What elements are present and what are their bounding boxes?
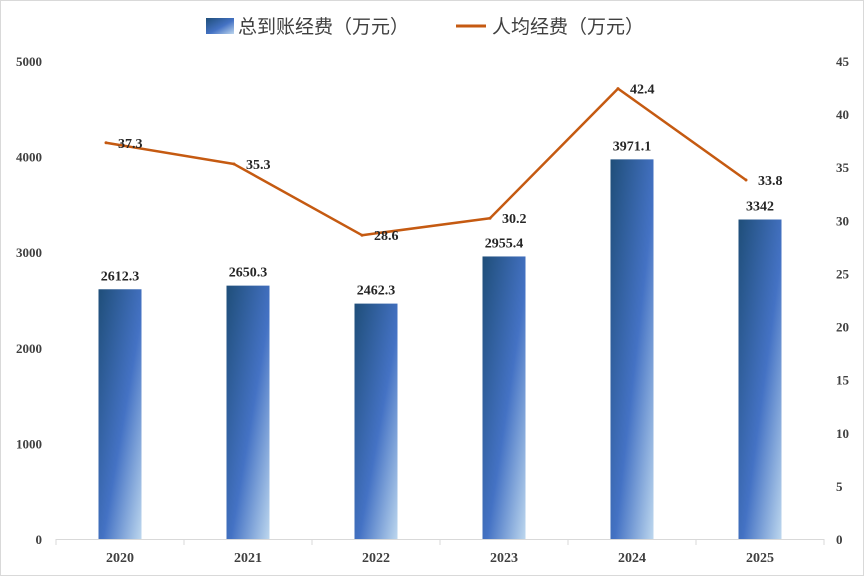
line-path [105, 87, 747, 237]
y-right-tick-label: 10 [836, 426, 849, 441]
y-right-tick-label: 15 [836, 373, 850, 388]
y-right-tick-label: 40 [836, 107, 849, 122]
y-right-tick-label: 30 [836, 213, 849, 228]
line-data-label: 28.6 [374, 229, 399, 244]
x-tick-label: 2023 [490, 551, 518, 566]
legend-item-line: 人均经费（万元） [456, 16, 644, 38]
x-tick-label: 2025 [746, 551, 774, 566]
y-left-tick-label: 5000 [16, 54, 42, 69]
bar [354, 303, 398, 539]
bar-data-label: 2612.3 [101, 269, 140, 284]
legend-label-bars: 总到账经费（万元） [238, 16, 409, 38]
x-tick-label: 2020 [106, 551, 134, 566]
legend: 总到账经费（万元） 人均经费（万元） [206, 16, 644, 38]
bar-data-label: 3342 [746, 200, 774, 215]
line-data-label: 35.3 [246, 158, 271, 173]
legend-item-bars: 总到账经费（万元） [206, 16, 409, 38]
bar [738, 219, 782, 539]
bar [482, 256, 526, 539]
bar [226, 285, 270, 539]
y-right-tick-label: 20 [836, 320, 849, 335]
bar-data-label: 2462.3 [357, 284, 396, 299]
line-point [104, 141, 108, 145]
bar-data-label: 2955.4 [485, 236, 524, 251]
x-tick-label: 2022 [362, 551, 390, 566]
y-right-tick-label: 35 [836, 160, 850, 175]
bar [98, 289, 142, 539]
y-right-tick-label: 25 [836, 266, 850, 281]
y-right-tick-label: 0 [836, 532, 843, 547]
y-left-tick-label: 3000 [16, 245, 42, 260]
bar-data-label: 3971.1 [613, 139, 652, 154]
y-left-tick-label: 1000 [16, 436, 42, 451]
bar [610, 159, 654, 539]
data-labels: 2612.3 2650.3 2462.3 2955.4 3971.1 3342 37.3 35… [101, 83, 783, 299]
bar-series [98, 159, 782, 539]
line-point [744, 178, 748, 182]
line-data-label: 42.4 [630, 83, 655, 98]
axes: 2020 2021 2022 2023 2024 20250100020003000400… [16, 54, 850, 566]
y-left-tick-label: 4000 [16, 150, 42, 165]
line-series [104, 87, 748, 237]
x-tick-label: 2024 [618, 551, 646, 566]
y-left-tick-label: 0 [36, 532, 43, 547]
legend-label-line: 人均经费（万元） [492, 16, 644, 38]
line-data-label: 33.8 [758, 174, 783, 189]
line-point [488, 216, 492, 220]
line-point [232, 162, 236, 166]
line-data-label: 30.2 [502, 212, 527, 227]
line-point [616, 87, 620, 91]
bar-data-label: 2650.3 [229, 266, 268, 281]
y-right-tick-label: 5 [836, 479, 843, 494]
line-data-label: 37.3 [118, 137, 143, 152]
x-tick-label: 2021 [234, 551, 262, 566]
line-point [360, 233, 364, 237]
y-right-tick-label: 45 [836, 54, 850, 69]
legend-swatch-bars [206, 18, 234, 34]
y-left-tick-label: 2000 [16, 341, 42, 356]
